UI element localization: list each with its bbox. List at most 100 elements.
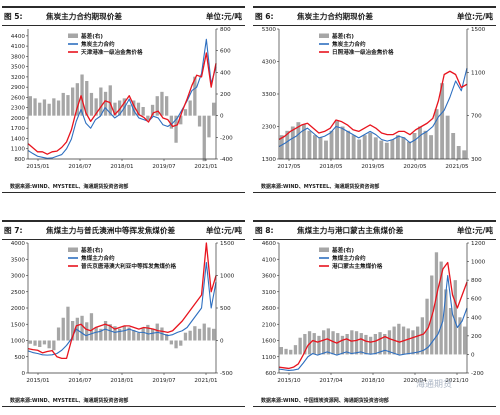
legend-label: 日照港准一级冶金焦价格 bbox=[332, 48, 394, 56]
chart-svg: 0 500 1000 1500 2000 2500 3000 3500 4000 -500 0 500… bbox=[11, 241, 235, 384]
basis-bar bbox=[183, 109, 188, 116]
basis-bar bbox=[354, 331, 359, 355]
x-tick-label: 2018/01 bbox=[110, 378, 134, 384]
legend-label: 基差(右) bbox=[331, 32, 354, 40]
spot-price-line bbox=[27, 242, 217, 360]
bottom-rule bbox=[2, 192, 245, 193]
basis-bar bbox=[155, 96, 159, 116]
right-tick-label: 0 bbox=[471, 352, 475, 358]
chart-title-bar: 图 6: 焦炭主力合约期现价差 单位:元/吨 bbox=[253, 6, 496, 26]
basis-bar bbox=[296, 122, 301, 159]
right-tick-label: 700 bbox=[471, 114, 482, 120]
basis-bar bbox=[66, 95, 70, 116]
left-tick-label: 2000 bbox=[11, 306, 26, 312]
x-tick-label: 2015/10 bbox=[277, 378, 301, 384]
basis-bar bbox=[434, 252, 439, 355]
basis-bar bbox=[384, 142, 389, 159]
figure-label: 图 8: bbox=[255, 226, 274, 235]
left-tick-label: 600 bbox=[265, 371, 276, 377]
chart-title-bar: 图 8: 焦煤主力与港口蒙古主焦煤价差 单位:元/吨 bbox=[253, 220, 496, 240]
basis-bar bbox=[290, 126, 295, 159]
basis-bar bbox=[397, 323, 401, 355]
basis-bar bbox=[75, 83, 79, 116]
basis-bar bbox=[284, 348, 288, 355]
basis-bar bbox=[146, 324, 150, 341]
left-tick-label: 5300 bbox=[262, 27, 277, 33]
left-tick-label: 2600 bbox=[11, 95, 26, 101]
chart-svg: 8001100140017002000230026002900320035003… bbox=[11, 27, 233, 170]
legend-label: 基差(右) bbox=[331, 246, 354, 254]
basis-bar bbox=[33, 98, 37, 116]
basis-bar bbox=[293, 345, 298, 355]
x-tick-label: 2016/07 bbox=[68, 164, 92, 170]
x-tick-label: 2018/05 bbox=[319, 164, 343, 170]
basis-bar bbox=[279, 135, 284, 159]
basis-bar bbox=[183, 332, 188, 341]
basis-bar bbox=[351, 135, 356, 159]
basis-bar bbox=[61, 92, 65, 116]
right-tick-label: -400 bbox=[220, 157, 233, 163]
x-tick-label: 2019/07 bbox=[152, 378, 176, 384]
legend-swatch-basis bbox=[68, 33, 78, 38]
right-tick-label: -200 bbox=[471, 371, 484, 377]
left-tick-label: 1100 bbox=[262, 355, 277, 361]
basis-bar bbox=[412, 133, 417, 159]
chart-panel-6: 图 6: 焦炭主力合约期现价差 单位:元/吨 1300 2300 3300 4300 5… bbox=[253, 6, 498, 201]
right-tick-label: 400 bbox=[471, 315, 482, 321]
basis-bar bbox=[369, 336, 373, 355]
legend-label: 焦煤主力合约 bbox=[80, 254, 115, 262]
basis-bar bbox=[451, 133, 456, 159]
basis-bar bbox=[179, 115, 183, 125]
basis-bar bbox=[56, 100, 61, 116]
basis-bar bbox=[463, 326, 467, 355]
right-tick-label: 0 bbox=[220, 114, 224, 120]
basis-bar bbox=[301, 124, 306, 159]
basis-bar bbox=[28, 96, 32, 116]
basis-bar bbox=[312, 333, 316, 355]
basis-bar bbox=[434, 109, 439, 159]
legend-label: 基差(右) bbox=[80, 32, 103, 40]
right-tick-label: 1500 bbox=[220, 241, 235, 247]
right-tick-label: 1500 bbox=[471, 27, 486, 33]
left-tick-label: 1500 bbox=[11, 322, 26, 328]
basis-bar bbox=[197, 115, 202, 127]
basis-bar bbox=[169, 115, 173, 129]
chart-panel-7: 图 7: 焦煤主力与普氏澳洲中等挥发焦煤价差 单位:元/吨 0 500 1000 15… bbox=[2, 220, 247, 415]
basis-bar bbox=[47, 340, 51, 349]
right-tick-label: -500 bbox=[220, 371, 233, 377]
right-tick-label: 1200 bbox=[471, 241, 486, 247]
x-tick-label: 2015/01 bbox=[26, 164, 50, 170]
basis-bar bbox=[136, 332, 141, 341]
left-tick-label: 2900 bbox=[11, 85, 26, 91]
basis-bar bbox=[94, 327, 98, 341]
left-tick-label: 3100 bbox=[262, 290, 277, 296]
chart-title: 焦煤主力与港口蒙古主焦煤价差 bbox=[297, 226, 404, 235]
chart-svg: 1300 2300 3300 4300 5300 300 700 1100 1500 2017/0… bbox=[262, 27, 486, 170]
basis-bar bbox=[103, 321, 108, 341]
left-tick-label: 3500 bbox=[11, 65, 26, 71]
basis-bar bbox=[368, 133, 373, 159]
basis-bar bbox=[401, 137, 406, 159]
left-tick-label: 0 bbox=[21, 371, 25, 377]
basis-bar bbox=[420, 317, 424, 355]
left-tick-label: 3000 bbox=[11, 274, 26, 280]
basis-bar bbox=[56, 327, 61, 341]
basis-bar bbox=[132, 100, 136, 116]
basis-bar bbox=[336, 333, 340, 355]
left-tick-label: 2100 bbox=[262, 322, 277, 328]
x-tick-label: 2020/05 bbox=[403, 164, 427, 170]
basis-bar bbox=[202, 323, 206, 341]
bottom-rule bbox=[253, 192, 496, 193]
chart-title: 焦炭主力合约期现价差 bbox=[297, 12, 373, 21]
left-tick-label: 1000 bbox=[11, 339, 26, 345]
basis-bar bbox=[407, 141, 411, 159]
basis-bar bbox=[212, 102, 216, 116]
basis-bar bbox=[364, 334, 368, 355]
basis-bar bbox=[136, 102, 141, 116]
legend-label: 港口蒙古主焦煤价格 bbox=[332, 262, 383, 270]
basis-bar bbox=[127, 104, 131, 116]
figure-label: 图 7: bbox=[4, 226, 23, 235]
right-tick-label: 1000 bbox=[471, 260, 486, 266]
basis-bar bbox=[174, 340, 178, 349]
spot-price-line bbox=[278, 261, 468, 370]
